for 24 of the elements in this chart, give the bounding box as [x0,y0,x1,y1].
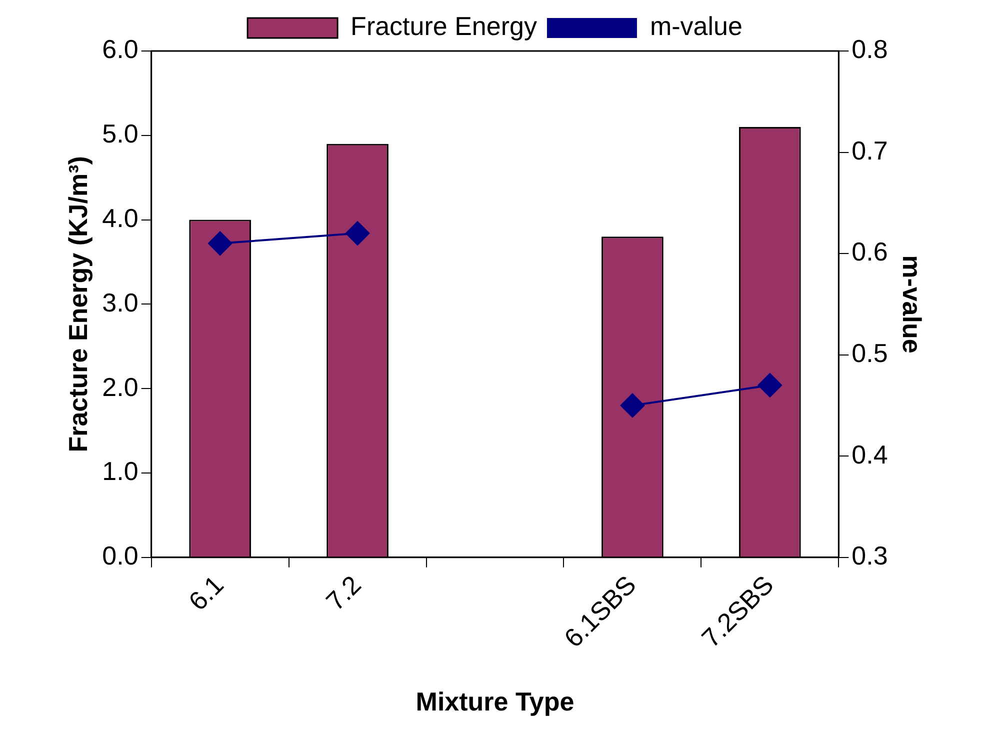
legend-label: Fracture Energy [350,11,537,42]
y-tick-label: 0.0 [102,540,138,571]
y2-tick-label: 0.5 [852,338,888,368]
x-tick-label: 7.2 [320,570,367,616]
y-tick-label: 4.0 [102,202,138,233]
y2-tick-label: 0.7 [852,135,888,166]
point [620,393,644,418]
y2-tick-label: 0.8 [852,34,888,64]
y2-axis-title: m-value [897,255,928,354]
y2-tick-label: 0.4 [852,439,888,470]
y-axis-title: Fracture Energy (KJ/m³) [62,156,93,452]
point [346,221,370,246]
x-axis-title: Mixture Type [416,686,574,717]
y-tick-label: 1.0 [102,456,138,486]
y2-tick-label: 0.6 [852,236,888,267]
point [208,231,232,256]
legend-label: m-value [650,11,742,42]
y-tick-label: 5.0 [102,118,138,149]
point [758,373,782,398]
y-tick-label: 6.0 [102,34,138,64]
x-tick-label: 6.1 [182,570,230,616]
y-tick-label: 3.0 [102,287,138,318]
y2-tick-label: 0.3 [852,540,888,571]
y-tick-label: 2.0 [102,372,138,402]
